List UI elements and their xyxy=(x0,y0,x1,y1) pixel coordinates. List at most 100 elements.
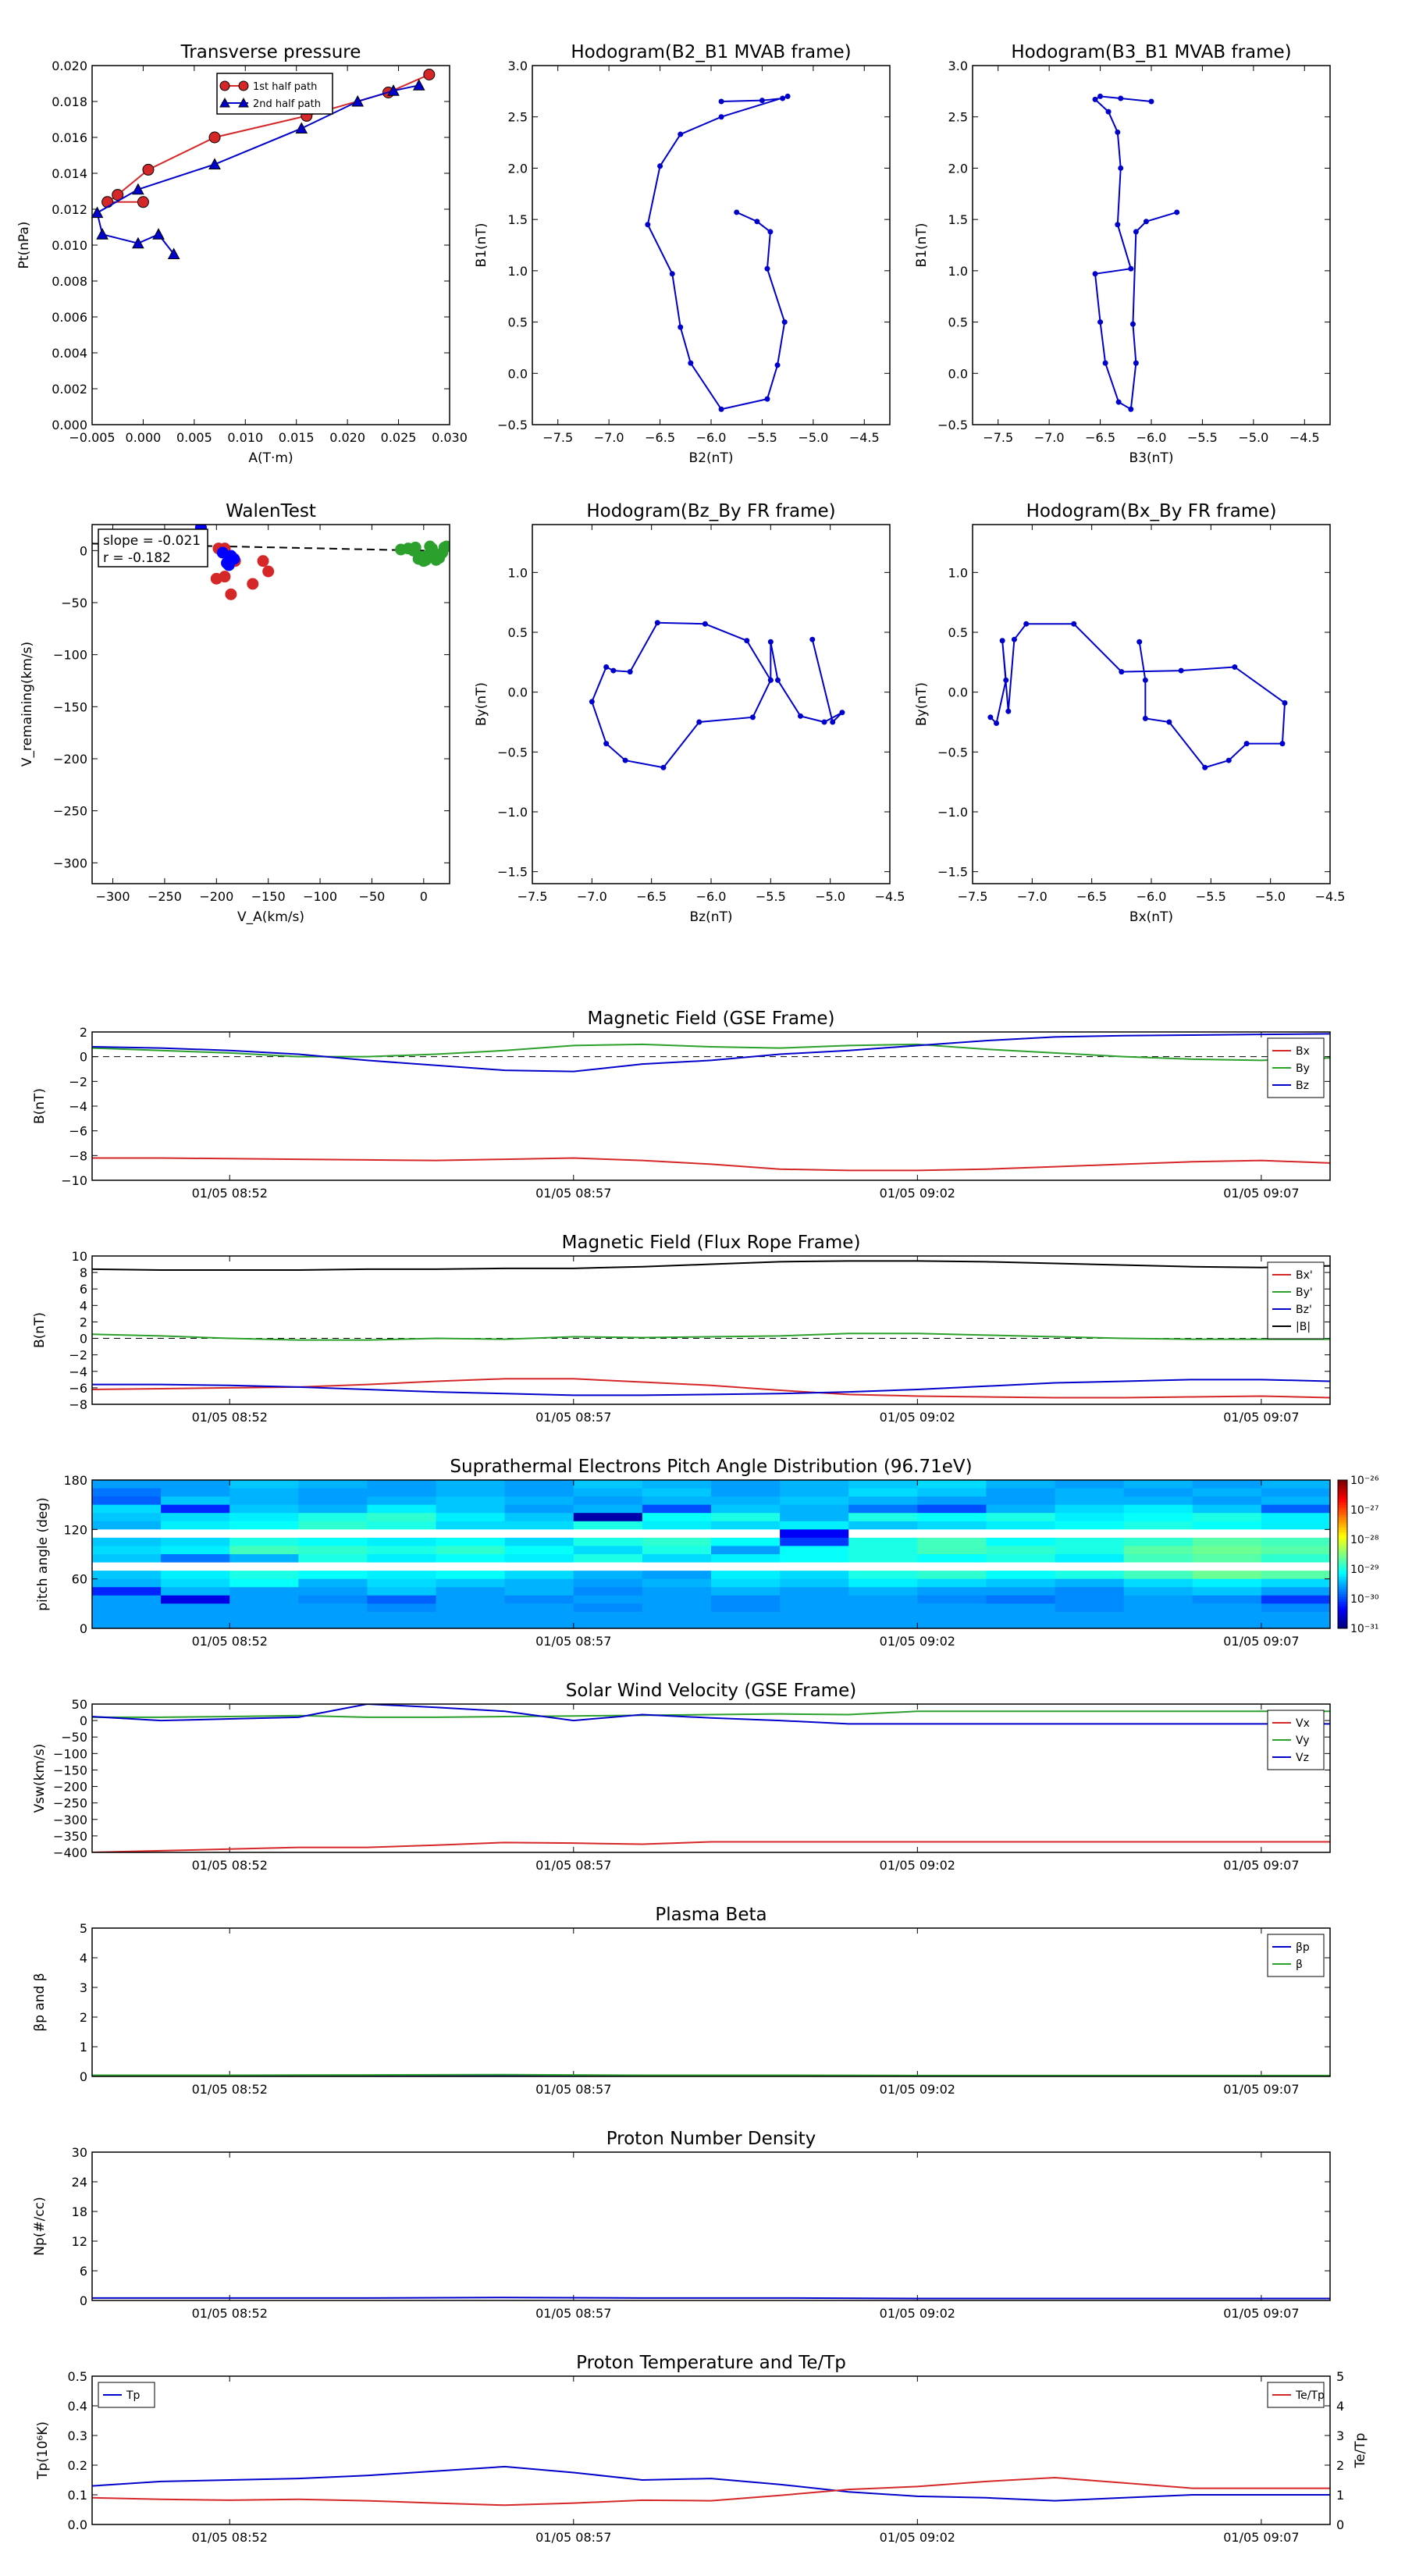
y2-tick-label: 4 xyxy=(1336,2399,1344,2414)
data-point xyxy=(132,183,144,195)
colorbar-segment xyxy=(1338,1623,1347,1627)
axes-frame xyxy=(91,1255,1331,1405)
legend-entry: 2nd half path xyxy=(253,98,321,110)
heatmap-cell xyxy=(642,1513,712,1522)
y-axis-label: By(nT) xyxy=(914,682,930,726)
y2-tick-label: 2 xyxy=(1336,2458,1344,2473)
x-tick-label: 01/05 09:07 xyxy=(1223,1410,1299,1425)
axes-frame xyxy=(91,1479,1331,1629)
y2-axis-label: Te/Tp xyxy=(1353,2433,1368,2469)
heatmap-cell xyxy=(986,1513,1056,1522)
heatmap-cell xyxy=(848,1620,918,1629)
colorbar-segment xyxy=(1338,1480,1347,1483)
heatmap-cell xyxy=(711,1529,781,1539)
x-tick-label: −6.0 xyxy=(1136,889,1167,904)
heatmap-cell xyxy=(917,1554,987,1564)
data-point xyxy=(809,636,816,642)
y-tick-label: −300 xyxy=(53,1813,87,1827)
x-axis-label: V_A(km/s) xyxy=(237,909,304,925)
data-point xyxy=(1071,621,1077,627)
heatmap-cell xyxy=(298,1554,368,1564)
heatmap-cell xyxy=(573,1488,643,1497)
heatmap-cell xyxy=(367,1595,437,1604)
heatmap-cell xyxy=(642,1480,712,1489)
heatmap-cell xyxy=(504,1521,574,1530)
heatmap-cell xyxy=(1123,1529,1193,1539)
heatmap-cell xyxy=(780,1554,849,1564)
heatmap-cell xyxy=(1261,1611,1331,1621)
heatmap-cell xyxy=(1261,1513,1331,1522)
chart-title: Transverse pressure xyxy=(180,42,361,62)
data-point xyxy=(759,98,765,104)
x-tick-label: −7.0 xyxy=(1017,889,1048,904)
heatmap-cell xyxy=(573,1571,643,1580)
heatmap-cell xyxy=(917,1546,987,1555)
chart-title: Hodogram(B2_B1 MVAB frame) xyxy=(571,42,851,62)
y-tick-label: −8 xyxy=(69,1148,87,1163)
x-tick-label: 0 xyxy=(420,889,428,904)
heatmap-cell xyxy=(504,1546,574,1555)
heatmap-cell xyxy=(917,1513,987,1522)
y-tick-label: 0.016 xyxy=(52,130,87,145)
heatmap-cell xyxy=(986,1578,1056,1588)
x-tick-label: −5.0 xyxy=(798,430,828,445)
x-tick-label: −100 xyxy=(303,889,337,904)
chart-title: Hodogram(Bz_By FR frame) xyxy=(586,501,835,521)
heatmap-cell xyxy=(1123,1537,1193,1546)
heatmap-cell xyxy=(573,1587,643,1596)
y-tick-label: 0.2 xyxy=(68,2458,87,2473)
heatmap-cell xyxy=(1192,1571,1262,1580)
panel-hodogram-bzby: Hodogram(Bz_By FR frame) −1.5 −1.0 −0.5 0.0 0… xyxy=(474,501,905,925)
heatmap-cell xyxy=(711,1603,781,1613)
colorbar-segment xyxy=(1338,1532,1347,1535)
x-tick-label: 01/05 08:57 xyxy=(535,1634,611,1649)
y-tick-label: −100 xyxy=(53,1746,87,1761)
y-tick-label: 0 xyxy=(80,1332,87,1347)
data-point xyxy=(1023,621,1030,627)
heatmap-cell xyxy=(986,1480,1056,1489)
series-line-0 xyxy=(990,623,1286,769)
heatmap-cell xyxy=(161,1562,230,1571)
data-point xyxy=(1225,757,1232,763)
heatmap-cell xyxy=(711,1554,781,1564)
legend-entry: β xyxy=(1296,1959,1303,1971)
colorbar-segment xyxy=(1338,1561,1347,1565)
y-tick-label: −2 xyxy=(69,1074,87,1089)
heatmap-cell xyxy=(848,1595,918,1604)
heatmap-cell xyxy=(504,1537,574,1546)
colorbar-segment xyxy=(1338,1536,1347,1540)
colorbar-segment xyxy=(1338,1564,1347,1567)
heatmap-cell xyxy=(642,1611,712,1621)
heatmap-cell xyxy=(161,1529,230,1539)
x-tick-label: −7.0 xyxy=(577,889,607,904)
y-tick-label: 60 xyxy=(72,1572,87,1587)
heatmap-cell xyxy=(642,1603,712,1613)
series-line-Bz' xyxy=(92,1379,1330,1397)
y-tick-label: 0.0 xyxy=(68,2517,87,2532)
heatmap-cell xyxy=(504,1611,574,1621)
heatmap-cell xyxy=(1192,1546,1262,1555)
heatmap-cell xyxy=(1123,1578,1193,1588)
legend-entry: Bx xyxy=(1296,1045,1310,1058)
heatmap-cell xyxy=(436,1603,506,1613)
heatmap-cell xyxy=(229,1546,299,1555)
panel-hodogram-b3b1: Hodogram(B3_B1 MVAB frame) −0.5 0.0 0.5 1.0 1… xyxy=(914,42,1331,466)
heatmap-cell xyxy=(436,1578,506,1588)
heatmap-cell xyxy=(780,1587,849,1596)
y-tick-label: −2 xyxy=(69,1348,87,1363)
series-line-β xyxy=(92,2073,1330,2076)
heatmap-cell xyxy=(573,1554,643,1564)
scatter-point xyxy=(257,555,269,568)
heatmap-cell xyxy=(367,1603,437,1613)
data-point xyxy=(137,196,149,208)
y-tick-label: −4 xyxy=(69,1364,87,1379)
heatmap-cell xyxy=(1192,1529,1262,1539)
y-axis-label: βp and β xyxy=(32,1973,48,2031)
x-tick-label: −250 xyxy=(148,889,182,904)
y-tick-label: 0.006 xyxy=(52,310,87,325)
x-tick-label: 01/05 09:02 xyxy=(880,1858,955,1873)
data-point xyxy=(1133,360,1139,366)
colorbar-segment xyxy=(1338,1507,1347,1510)
data-point xyxy=(1243,741,1250,747)
heatmap-cell xyxy=(1192,1603,1262,1613)
